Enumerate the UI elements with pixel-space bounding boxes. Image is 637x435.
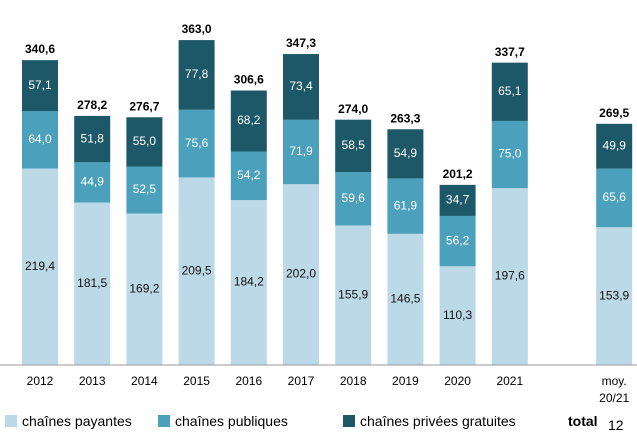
total-label: 201,2 <box>443 167 473 181</box>
total-label: 363,0 <box>182 22 212 36</box>
value-label: 209,5 <box>182 263 212 277</box>
value-label: 71,9 <box>289 144 313 158</box>
bar-segment <box>230 151 267 201</box>
page-number: 12 <box>608 417 624 433</box>
bar-segment <box>439 215 476 267</box>
value-label: 68,2 <box>237 113 261 127</box>
value-label: 77,8 <box>185 67 209 81</box>
value-label: 155,9 <box>338 287 368 301</box>
total-label: 340,6 <box>25 42 55 56</box>
value-label: 49,9 <box>603 138 627 152</box>
value-label: 51,8 <box>81 131 105 145</box>
value-label: 169,2 <box>129 281 159 295</box>
x-tick-label: 2021 <box>496 374 524 388</box>
bar-segment <box>439 266 476 365</box>
total-label: 306,6 <box>234 73 264 87</box>
value-label: 58,5 <box>342 138 366 152</box>
bar-segment <box>283 184 319 365</box>
legend-swatch <box>158 415 170 427</box>
total-label: 274,0 <box>338 102 368 116</box>
x-tick-label: 2012 <box>26 374 54 388</box>
value-label: 110,3 <box>443 308 472 322</box>
value-label: 54,2 <box>237 168 261 182</box>
bar-segment <box>178 109 215 178</box>
x-tick-label: 2015 <box>183 374 210 388</box>
total-label: 278,2 <box>77 98 107 112</box>
value-label: 75,6 <box>185 136 209 150</box>
total-label: 263,3 <box>390 111 420 125</box>
value-label: 57,1 <box>28 78 52 92</box>
bar-segment <box>335 172 372 226</box>
x-tick-label: 2014 <box>131 374 158 388</box>
bar-segment <box>491 62 528 121</box>
bar-segment <box>491 120 528 189</box>
value-label: 44,9 <box>81 175 105 189</box>
x-tick-label: moy. 20/21 <box>599 374 630 405</box>
value-label: 55,0 <box>133 134 157 148</box>
bar-segment <box>22 60 58 112</box>
x-tick-label: 2013 <box>78 374 106 388</box>
value-label: 146,5 <box>390 292 420 306</box>
x-tick-label: 2017 <box>287 374 315 388</box>
legend-swatch <box>5 415 17 427</box>
bar-segment <box>439 184 476 216</box>
bar-segment <box>387 129 424 179</box>
bar-segment <box>178 40 215 110</box>
bar-segment <box>230 200 267 365</box>
value-label: 65,6 <box>603 190 627 204</box>
bar-segment <box>387 178 424 234</box>
bar-segment <box>283 119 319 185</box>
bar-segment <box>178 177 215 365</box>
bar-segment <box>491 188 528 365</box>
bar-segment <box>387 233 424 365</box>
value-label: 64,0 <box>28 132 52 146</box>
value-label: 75,0 <box>498 147 522 161</box>
legend-label: chaînes payantes <box>22 413 132 429</box>
value-label: 181,5 <box>77 276 107 290</box>
value-label: 153,9 <box>599 288 629 302</box>
value-label: 52,5 <box>133 182 157 196</box>
bar-segment <box>126 166 163 214</box>
bar-segment <box>74 202 111 365</box>
x-tick-label: 2019 <box>392 374 419 388</box>
legend-label: chaînes publiques <box>175 413 288 429</box>
total-legend: total <box>568 413 598 429</box>
bar-segment <box>596 123 633 169</box>
bar-segment <box>283 54 319 120</box>
value-label: 54,9 <box>394 146 418 160</box>
total-label: 269,5 <box>599 106 629 120</box>
value-label: 184,2 <box>234 275 264 289</box>
bar-segment <box>596 227 633 365</box>
x-tick-label: 2016 <box>235 374 263 388</box>
value-label: 56,2 <box>446 233 470 247</box>
value-label: 73,4 <box>289 79 313 93</box>
value-label: 219,4 <box>25 259 55 273</box>
bar-segment <box>126 213 163 365</box>
value-label: 65,1 <box>498 84 522 98</box>
bar-segment <box>74 115 111 163</box>
bar-segment <box>126 117 163 167</box>
legend-swatch <box>343 415 355 427</box>
bar-segment <box>335 119 372 173</box>
bar-segment <box>22 111 58 169</box>
x-tick-label: 2018 <box>339 374 367 388</box>
bar-segment <box>22 168 58 365</box>
value-label: 61,9 <box>394 198 418 212</box>
value-label: 202,0 <box>286 267 316 281</box>
bar-segment <box>335 225 372 365</box>
total-label: 347,3 <box>286 36 316 50</box>
value-label: 59,6 <box>342 191 366 205</box>
bar-segment <box>230 90 267 152</box>
x-tick-label: 2020 <box>444 374 471 388</box>
value-label: 197,6 <box>495 269 525 283</box>
bar-segment <box>596 168 633 228</box>
total-label: 276,7 <box>129 99 159 113</box>
bar-segment <box>74 162 111 203</box>
legend-label: chaînes privées gratuites <box>360 413 516 429</box>
value-label: 34,7 <box>446 193 470 207</box>
total-label: 337,7 <box>495 45 525 59</box>
